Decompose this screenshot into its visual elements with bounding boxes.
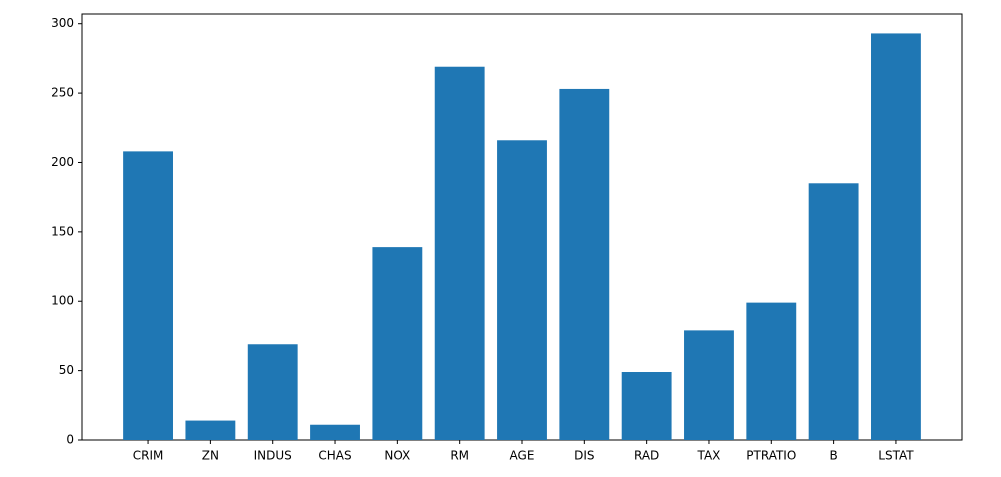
bar (497, 140, 547, 440)
x-tick-label: DIS (574, 449, 594, 463)
y-tick-label: 100 (51, 294, 74, 308)
x-tick-label: B (829, 449, 837, 463)
bar (871, 33, 921, 441)
y-tick-label: 0 (66, 433, 74, 447)
bar (185, 420, 236, 440)
x-tick-label: NOX (384, 449, 410, 463)
bar (684, 330, 734, 440)
x-tick-label: RM (450, 449, 469, 463)
y-tick-label: 50 (59, 363, 74, 377)
x-tick-label: INDUS (254, 449, 292, 463)
bar (123, 151, 173, 441)
bar (559, 88, 610, 441)
y-tick-label: 300 (51, 16, 74, 30)
x-tick-label: PTRATIO (746, 449, 796, 463)
bar (310, 424, 360, 440)
y-tick-label: 250 (51, 86, 74, 100)
x-tick-label: AGE (510, 449, 535, 463)
bar (372, 247, 423, 440)
x-tick-label: TAX (697, 449, 721, 463)
x-tick-label: RAD (634, 449, 659, 463)
bar (746, 302, 797, 440)
bar (247, 344, 298, 440)
bar (808, 183, 859, 440)
bar (621, 372, 672, 440)
x-tick-label: LSTAT (878, 449, 914, 463)
x-tick-label: CRIM (133, 449, 164, 463)
x-tick-label: ZN (202, 449, 219, 463)
y-tick-label: 150 (51, 224, 74, 238)
x-tick-label: CHAS (318, 449, 351, 463)
y-tick-label: 200 (51, 155, 74, 169)
bar (434, 66, 485, 440)
